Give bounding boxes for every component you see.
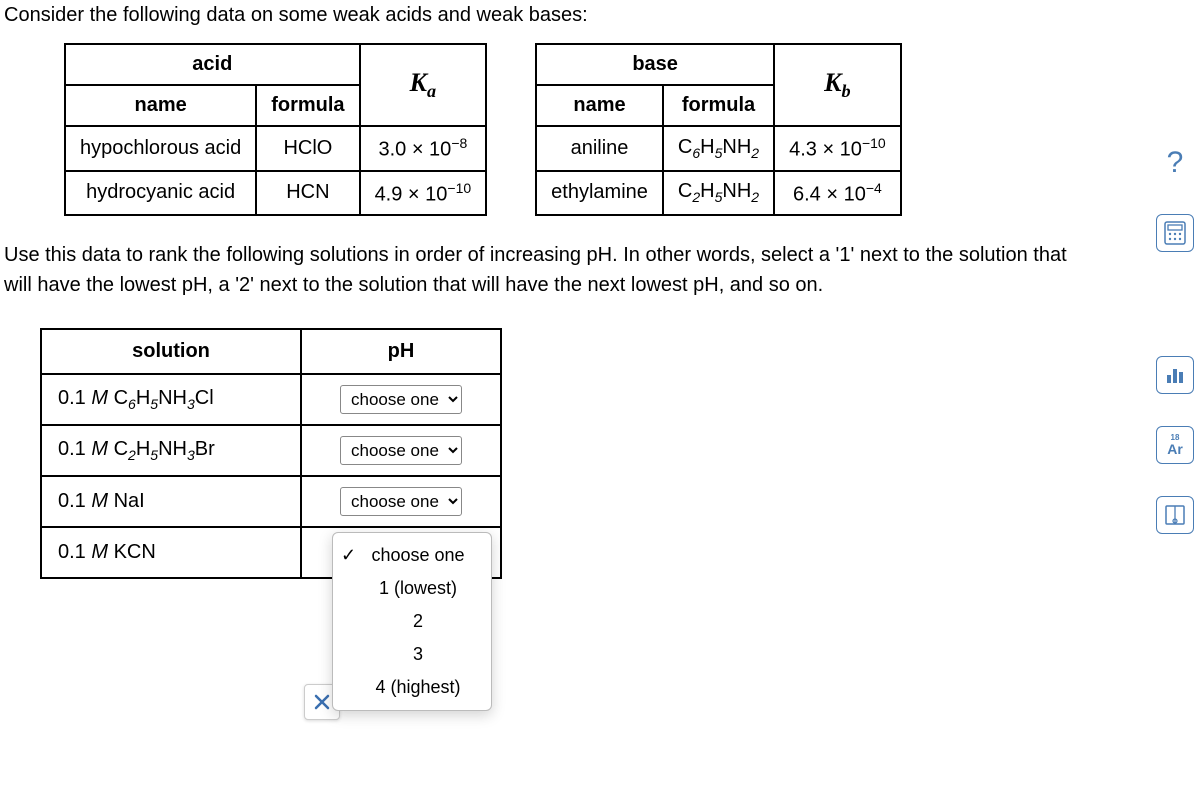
table-row: hypochlorous acid HClO 3.0 × 10−8 [65,126,486,171]
table-row: 0.1 M C6H5NH3Cl choose one [41,374,501,425]
solution-label: 0.1 M C6H5NH3Cl [41,374,301,425]
acid-header-group: acid [65,44,360,85]
solution-label: 0.1 M NaI [41,476,301,527]
acid-table: acid Ka name formula hypochlorous acid H… [64,43,487,216]
solution-table: solution pH 0.1 M C6H5NH3Cl choose one 0… [40,328,502,579]
book-icon [1164,504,1186,526]
ar-symbol: Ar [1167,442,1183,456]
ph-select-2[interactable]: choose one [340,436,462,465]
solution-col-header: solution [41,329,301,374]
data-tables-row: acid Ka name formula hypochlorous acid H… [64,43,1200,216]
acid-col-formula: formula [256,85,359,126]
bar-chart-button[interactable] [1156,356,1194,394]
base-formula: C6H5NH2 [663,126,774,171]
ph-select-1[interactable]: choose one [340,385,462,414]
base-col-formula: formula [663,85,774,126]
table-row: 0.1 M NaI choose one [41,476,501,527]
acid-formula: HClO [256,126,359,171]
bar-chart-icon [1163,363,1187,387]
dropdown-option[interactable]: 4 (highest) [333,671,491,704]
glossary-button[interactable] [1156,496,1194,534]
dropdown-option[interactable]: choose one [333,539,491,572]
base-kb: 6.4 × 10−4 [774,171,901,216]
side-toolbar: ? 18 Ar [1156,144,1194,534]
ph-select-3[interactable]: choose one [340,487,462,516]
base-header-group: base [536,44,774,85]
x-icon [313,693,331,711]
base-col-name: name [536,85,663,126]
base-name: ethylamine [536,171,663,216]
intro-text: Consider the following data on some weak… [4,4,1200,27]
periodic-table-button[interactable]: 18 Ar [1156,426,1194,464]
table-row: 0.1 M C2H5NH3Br choose one [41,425,501,476]
instructions-text: Use this data to rank the following solu… [4,240,1200,300]
calculator-button[interactable] [1156,214,1194,252]
acid-ka: 4.9 × 10−10 [360,171,487,216]
help-button[interactable]: ? [1156,144,1194,182]
base-table: base Kb name formula aniline C6H5NH2 4.3… [535,43,902,216]
calculator-icon [1164,221,1186,245]
table-row: ethylamine C2H5NH2 6.4 × 10−4 [536,171,901,216]
dropdown-option[interactable]: 3 [333,638,491,671]
ph-select-4-dropdown[interactable]: choose one 1 (lowest) 2 3 4 (highest) [332,532,492,711]
ka-header: Ka [360,44,487,126]
table-row: 0.1 M KCN choose one choose one 1 (lowes… [41,527,501,578]
base-name: aniline [536,126,663,171]
solution-label: 0.1 M C2H5NH3Br [41,425,301,476]
ph-col-header: pH [301,329,501,374]
base-kb: 4.3 × 10−10 [774,126,901,171]
acid-ka: 3.0 × 10−8 [360,126,487,171]
table-row: hydrocyanic acid HCN 4.9 × 10−10 [65,171,486,216]
dropdown-option[interactable]: 2 [333,605,491,638]
solution-label: 0.1 M KCN [41,527,301,578]
acid-col-name: name [65,85,256,126]
kb-header: Kb [774,44,901,126]
base-formula: C2H5NH2 [663,171,774,216]
acid-name: hydrocyanic acid [65,171,256,216]
dropdown-option[interactable]: 1 (lowest) [333,572,491,605]
table-row: aniline C6H5NH2 4.3 × 10−10 [536,126,901,171]
acid-name: hypochlorous acid [65,126,256,171]
acid-formula: HCN [256,171,359,216]
